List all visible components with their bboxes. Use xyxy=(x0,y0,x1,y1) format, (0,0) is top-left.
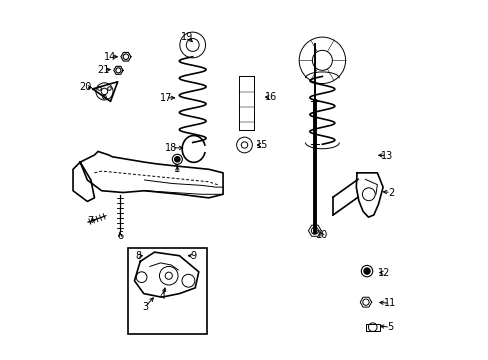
Text: 17: 17 xyxy=(160,93,172,103)
Circle shape xyxy=(174,157,180,162)
Text: 15: 15 xyxy=(255,140,267,150)
Text: 11: 11 xyxy=(384,298,396,308)
Text: 19: 19 xyxy=(181,32,193,42)
Text: 9: 9 xyxy=(190,251,197,261)
Text: 8: 8 xyxy=(135,251,141,261)
Text: 4: 4 xyxy=(160,291,166,301)
Text: 13: 13 xyxy=(380,151,392,161)
Text: 5: 5 xyxy=(386,322,392,332)
Circle shape xyxy=(363,268,369,274)
Text: 1: 1 xyxy=(174,164,180,174)
Text: 14: 14 xyxy=(104,52,117,62)
Text: 20: 20 xyxy=(79,82,92,92)
Text: 6: 6 xyxy=(117,231,123,242)
Bar xyxy=(128,248,206,334)
Text: 21: 21 xyxy=(97,65,109,75)
Text: 16: 16 xyxy=(264,92,277,102)
Text: 10: 10 xyxy=(316,230,328,240)
Text: 7: 7 xyxy=(87,216,93,226)
Circle shape xyxy=(172,154,182,164)
Circle shape xyxy=(361,265,372,277)
Text: 18: 18 xyxy=(165,143,177,153)
Text: 2: 2 xyxy=(387,188,393,198)
Text: 3: 3 xyxy=(142,302,148,312)
Text: 12: 12 xyxy=(378,268,390,278)
